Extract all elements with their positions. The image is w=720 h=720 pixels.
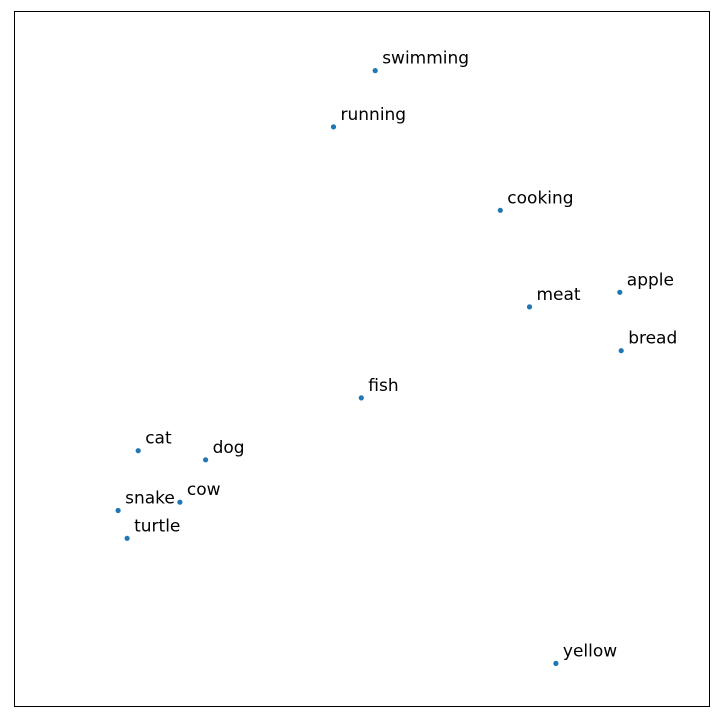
- point-label-snake: snake: [125, 489, 175, 509]
- point-label-swimming: swimming: [382, 49, 469, 69]
- data-point-yellow: [553, 660, 559, 667]
- point-label-bread: bread: [628, 329, 677, 349]
- data-point-snake: [115, 507, 121, 514]
- point-label-cow: cow: [187, 480, 221, 500]
- data-point-running: [330, 124, 337, 130]
- point-label-meat: meat: [537, 285, 581, 305]
- data-point-turtle: [124, 535, 130, 541]
- plot-area-frame: [14, 11, 710, 707]
- point-label-running: running: [341, 105, 407, 125]
- data-points-group: swimming running cooking apple meat bread fish…: [115, 49, 677, 667]
- point-label-dog: dog: [213, 438, 245, 458]
- data-point-cat: [135, 448, 141, 454]
- data-point-cooking: [497, 207, 503, 213]
- data-point-cow: [177, 499, 183, 505]
- data-point-meat: [526, 304, 533, 310]
- point-label-apple: apple: [627, 270, 674, 290]
- point-label-cat: cat: [145, 429, 172, 449]
- point-label-yellow: yellow: [563, 641, 617, 661]
- point-label-turtle: turtle: [134, 516, 180, 536]
- data-point-swimming: [372, 68, 378, 74]
- point-label-fish: fish: [368, 376, 398, 396]
- data-point-dog: [203, 457, 209, 463]
- data-point-bread: [618, 348, 624, 354]
- data-point-fish: [358, 395, 364, 401]
- data-point-apple: [617, 289, 623, 295]
- point-label-cooking: cooking: [507, 188, 573, 208]
